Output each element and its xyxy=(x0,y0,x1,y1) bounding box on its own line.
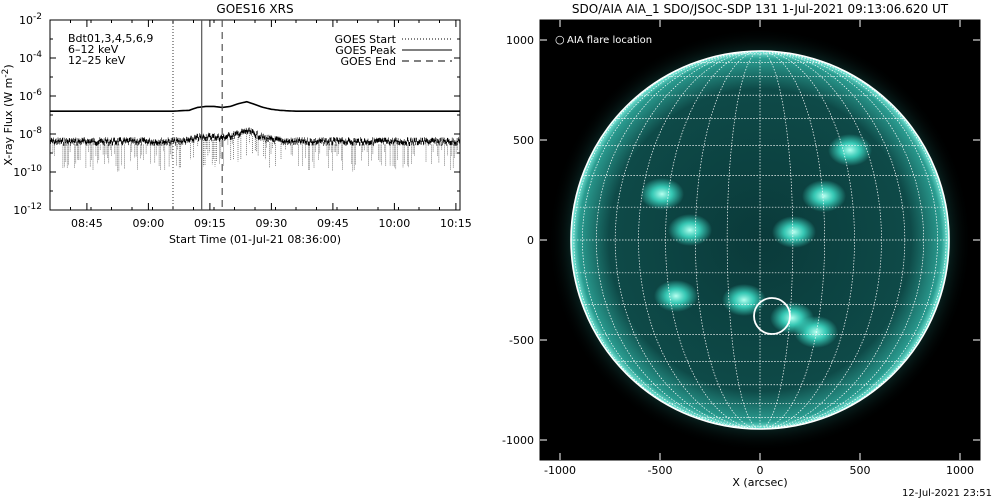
goes-y-tick-label: 10-4 xyxy=(19,50,42,65)
aia-x-tick-label: -500 xyxy=(648,464,673,477)
goes-y-tick-exponent: -6 xyxy=(33,88,42,98)
goes-y-tick-base: 10 xyxy=(13,166,27,179)
flare-location-marker xyxy=(753,297,791,335)
aia-x-tick-label: 1000 xyxy=(946,464,974,477)
active-region xyxy=(640,178,684,210)
aia-solar-image xyxy=(548,28,972,452)
goes-y-tick-label: 10-2 xyxy=(19,12,42,27)
goes-y-tick-exponent: -2 xyxy=(33,12,42,22)
goes-x-axis: 08:45 09:00 09:15 09:30 09:45 10:00 10:15 xyxy=(49,20,472,230)
longitude-line xyxy=(759,50,855,430)
flare-location-legend-label: AIA flare location xyxy=(567,35,652,46)
longitude-line xyxy=(695,50,761,430)
goes-y-tick-base: 10 xyxy=(19,52,33,65)
goes-short-channel-band xyxy=(50,127,460,147)
aia-y-tick-label: -500 xyxy=(509,334,534,347)
aia-x-tick-label: 0 xyxy=(757,464,764,477)
longitude-line xyxy=(759,50,794,430)
legend-goes-peak-label: GOES Peak xyxy=(335,44,396,57)
legend-goes-start-label: GOES Start xyxy=(335,33,397,46)
goes-y-axis-label-exponent: -2 xyxy=(1,69,11,78)
goes-event-markers xyxy=(172,20,223,210)
aia-image-title: SDO/AIA AIA_1 SDO/JSOC-SDP 131 1-Jul-202… xyxy=(572,2,949,16)
goes-y-tick-base: 10 xyxy=(19,90,33,103)
goes-long-channel-line xyxy=(50,100,460,112)
goes-chart-title: GOES16 XRS xyxy=(216,2,293,16)
aia-legend: ○ AIA flare location xyxy=(555,33,652,46)
goes-y-tick-exponent: -4 xyxy=(33,50,42,60)
footer-timestamp: 12-Jul-2021 23:51 xyxy=(902,488,992,499)
goes-y-tick-label: 10-8 xyxy=(19,126,42,141)
goes-x-tick-label: 09:30 xyxy=(256,217,288,230)
longitude-line xyxy=(638,50,761,430)
legend-goes-end-label: GOES End xyxy=(340,55,396,68)
active-region xyxy=(794,316,838,348)
goes-y-tick-label: 10-12 xyxy=(13,202,42,217)
goes-legend: GOES Start GOES Peak GOES End xyxy=(335,33,452,68)
goes-y-tick-label: 10-10 xyxy=(13,164,42,179)
active-region xyxy=(668,214,712,246)
band-label-12-25-kev: 12–25 keV xyxy=(68,54,126,67)
goes-y-tick-base: 10 xyxy=(19,14,33,27)
goes-y-tick-base: 10 xyxy=(19,128,33,141)
goes-y-tick-label: 10-6 xyxy=(19,88,42,103)
goes-y-tick-base: 10 xyxy=(13,204,27,217)
active-region xyxy=(802,180,846,212)
goes-x-tick-label: 10:15 xyxy=(440,217,472,230)
aia-x-tick-label: -1000 xyxy=(544,464,576,477)
aia-y-tick-label: -1000 xyxy=(502,434,534,447)
active-region xyxy=(828,134,872,166)
aia-x-tick-label: 500 xyxy=(850,464,871,477)
goes-y-axis-label: X-ray Flux (W m-2) xyxy=(1,64,15,165)
longitude-line xyxy=(582,50,761,430)
goes-x-tick-label: 09:45 xyxy=(317,217,349,230)
goes-x-tick-label: 08:45 xyxy=(71,217,103,230)
active-regions xyxy=(640,134,872,348)
aia-x-axis-label: X (arcsec) xyxy=(732,476,787,489)
goes-x-tick-label: 09:15 xyxy=(194,217,226,230)
aia-x-axis: -1000 -500 0 500 1000 xyxy=(544,20,974,477)
band-label-6-12-kev: 6–12 keV xyxy=(68,43,119,56)
longitude-line xyxy=(595,50,761,430)
aia-y-tick-label: 500 xyxy=(513,134,534,147)
goes-y-axis-label-text: X-ray Flux (W m xyxy=(2,78,15,166)
goes-y-axis-label-close: ) xyxy=(2,64,15,68)
active-region xyxy=(772,216,816,248)
heliographic-grid xyxy=(571,50,949,430)
aia-y-tick-label: 0 xyxy=(527,234,534,247)
goes-series-group xyxy=(50,100,460,172)
aia-y-tick-label: 1000 xyxy=(506,34,534,47)
goes-y-tick-exponent: -10 xyxy=(27,164,42,174)
goes-y-tick-exponent: -8 xyxy=(33,126,42,136)
goes-y-tick-exponent: -12 xyxy=(27,202,42,212)
goes-short-channel-dropouts xyxy=(50,134,458,172)
aia-y-axis: 1000 500 0 -500 -1000 xyxy=(502,34,980,447)
active-region xyxy=(654,280,698,312)
longitude-line xyxy=(726,50,761,430)
aia-image-panel: SDO/AIA AIA_1 SDO/JSOC-SDP 131 1-Jul-202… xyxy=(502,2,981,489)
longitude-line xyxy=(759,50,925,430)
goes-x-tick-label: 09:00 xyxy=(133,217,165,230)
flare-location-legend-symbol: ○ xyxy=(555,33,565,46)
goes-x-axis-label: Start Time (01-Jul-21 08:36:00) xyxy=(169,233,341,246)
solar-limb xyxy=(570,50,950,430)
goes-channels-label: Bdt01,3,4,5,6,9 xyxy=(68,32,153,45)
longitude-line xyxy=(665,50,761,430)
longitude-line xyxy=(759,50,882,430)
longitude-line xyxy=(759,50,825,430)
longitude-line xyxy=(759,50,938,430)
goes-x-tick-label: 10:00 xyxy=(379,217,411,230)
